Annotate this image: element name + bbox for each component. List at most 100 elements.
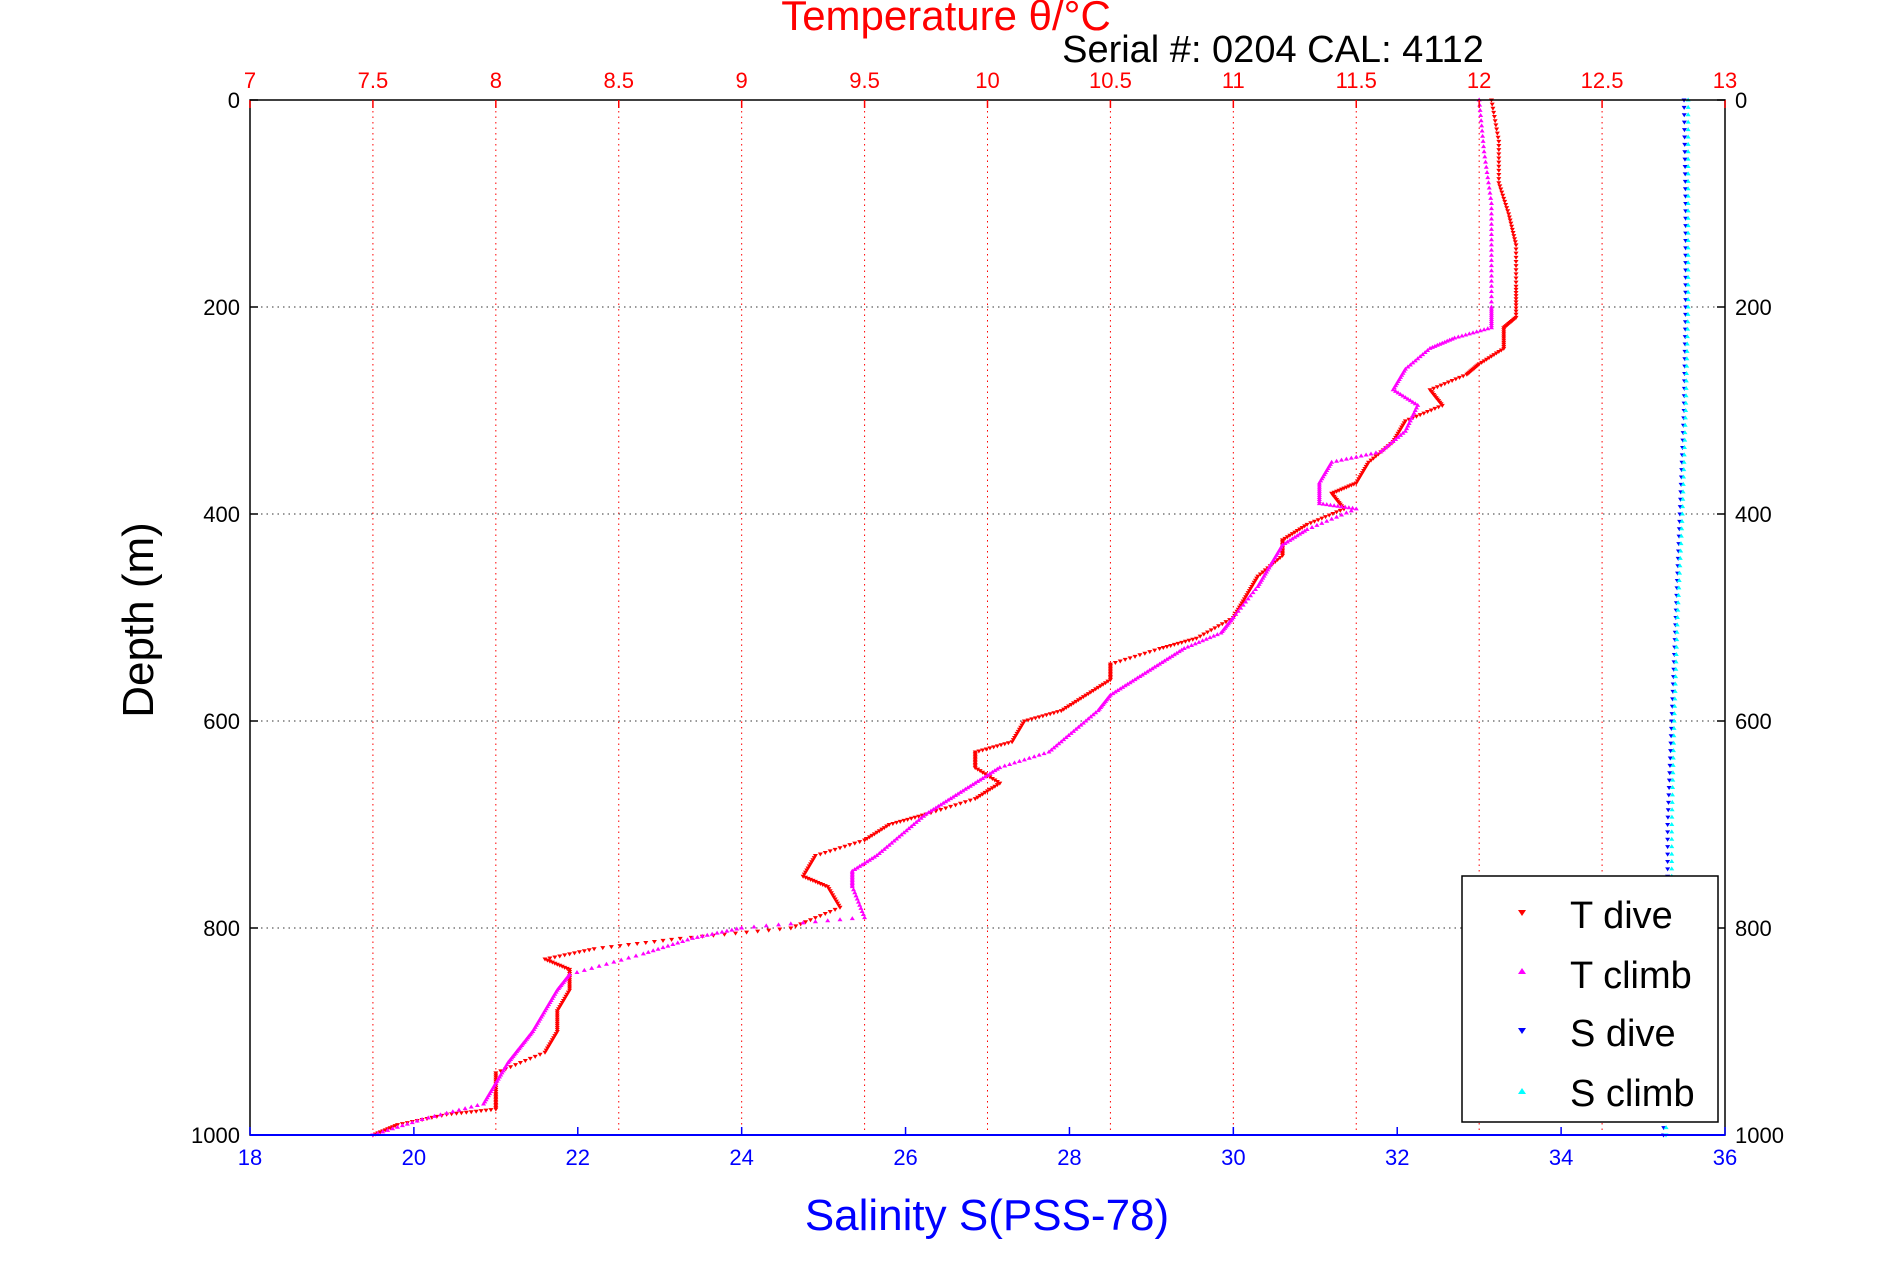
data-point [864,859,870,864]
data-point [1685,134,1691,139]
data-point [1501,334,1507,339]
data-point [558,1003,564,1008]
data-point [1341,486,1347,491]
data-point [1679,518,1685,523]
data-point [874,853,880,858]
data-point [1513,276,1519,281]
data-point [1316,486,1322,491]
data-point [1501,342,1507,347]
data-point [724,928,730,933]
data-point [1671,733,1677,738]
data-point [553,1032,559,1037]
data-point [1044,713,1049,718]
data-point [1244,593,1250,598]
data-point [1449,378,1455,383]
data-point [1488,310,1494,315]
data-point [1685,186,1691,191]
data-point [1085,716,1091,721]
data-point [1171,642,1177,647]
data-point [857,863,863,868]
data-point [1682,157,1688,162]
data-point [1405,364,1411,369]
data-point [935,803,941,808]
data-point [833,899,839,904]
data-point [1048,747,1054,752]
data-point [881,826,887,831]
data-point [1463,332,1469,337]
data-point [972,766,978,771]
data-point [967,783,973,788]
data-point [1501,328,1507,333]
data-point [1513,259,1519,264]
data-point [1682,437,1688,442]
data-point [1501,196,1507,201]
data-point [913,819,919,824]
data-point [897,819,903,824]
data-point [1066,704,1072,709]
data-point [980,770,986,775]
data-point [858,905,864,910]
data-point [1359,471,1365,476]
data-point [458,1111,464,1116]
data-point [1413,414,1419,419]
data-point [1010,738,1016,743]
data-point [1488,308,1494,313]
data-point [945,797,951,802]
legend-label-t-dive: T dive [1570,895,1673,937]
data-point [1208,628,1214,633]
data-point [1513,300,1519,305]
data-point [1685,112,1691,117]
data-point [894,836,900,841]
data-point [1137,673,1143,678]
data-point [985,789,990,794]
data-point [982,774,988,779]
data-point [1309,524,1315,529]
data-point [1239,601,1245,606]
data-point [444,1110,450,1115]
data-point [1488,314,1494,319]
data-point [1681,105,1687,110]
data-point [1683,385,1689,390]
data-point [1311,519,1317,524]
data-point [1334,514,1340,519]
data-point [805,876,811,881]
temperature-tick-label: 9.5 [849,68,880,93]
data-point [853,893,859,898]
data-point [1412,358,1418,363]
data-point [1282,536,1288,541]
data-point [857,840,863,845]
data-point [1174,650,1180,655]
data-point [884,824,890,829]
data-point [1334,510,1340,515]
data-point [1478,118,1484,123]
data-point [972,797,978,802]
data-point [1068,730,1074,735]
data-point [1670,770,1676,775]
data-point [1669,792,1675,797]
data-point [1282,540,1288,545]
data-point [1350,505,1356,510]
data-point [808,877,813,882]
data-point [976,749,982,754]
data-point [788,921,794,926]
data-point [544,1046,550,1051]
data-point [1683,378,1689,383]
data-point [1668,749,1674,754]
depth-tick-label-left: 800 [203,916,240,941]
salinity-tick-label: 18 [238,1145,262,1170]
data-point [1455,334,1461,339]
data-point [1080,720,1086,725]
data-point [409,1120,415,1125]
data-point [1668,741,1674,746]
data-point [390,1126,396,1131]
data-point [1336,488,1342,493]
data-point [1248,587,1254,592]
data-point [1674,615,1680,619]
data-point [1250,582,1256,587]
data-point [905,817,911,822]
data-point [1257,572,1263,577]
data-point [549,1038,555,1043]
data-point [1685,237,1691,242]
data-point [1672,681,1678,686]
depth-tick-label-left: 0 [228,88,240,113]
